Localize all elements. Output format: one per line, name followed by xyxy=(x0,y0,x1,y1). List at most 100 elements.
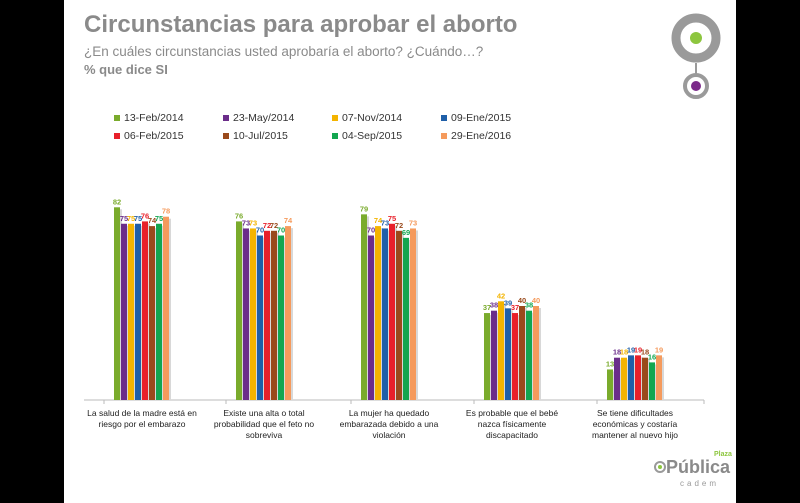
data-label: 73 xyxy=(242,218,250,227)
bar xyxy=(635,355,641,400)
legend-item: 06-Feb/2015 xyxy=(114,130,217,142)
bar xyxy=(382,228,388,400)
bar xyxy=(396,230,402,400)
data-label: 76 xyxy=(235,211,243,220)
data-label: 75 xyxy=(120,214,128,223)
data-label: 38 xyxy=(525,301,533,310)
legend-item: 07-Nov/2014 xyxy=(332,112,435,124)
data-label: 75 xyxy=(388,214,396,223)
data-label: 16 xyxy=(648,352,656,361)
bar xyxy=(533,306,539,400)
category-label-line: riesgo por el embarazo xyxy=(99,419,186,429)
logo-top-text: Plaza xyxy=(714,451,732,458)
data-label: 75 xyxy=(134,214,142,223)
data-label: 18 xyxy=(641,348,649,357)
legend-swatch xyxy=(332,133,338,139)
bar xyxy=(163,216,169,400)
bar xyxy=(498,301,504,400)
legend-swatch xyxy=(223,115,229,121)
bar xyxy=(403,237,409,400)
legend-swatch xyxy=(332,115,338,121)
data-label: 37 xyxy=(511,303,519,312)
legend-label: 09-Ene/2015 xyxy=(451,112,512,124)
data-label: 13 xyxy=(606,359,614,368)
plaza-publica-logo: Plaza Pública cadem xyxy=(654,451,732,488)
category-label-line: embarazada debido a una xyxy=(340,419,439,429)
category-label-line: discapacitado xyxy=(486,430,538,440)
legend-label: 13-Feb/2014 xyxy=(124,112,184,124)
data-label: 73 xyxy=(381,218,389,227)
legend-item: 29-Ene/2016 xyxy=(441,130,544,142)
data-label: 72 xyxy=(270,221,278,230)
category-label: La salud de la madre está en riesgo por e… xyxy=(87,408,197,429)
category-label-line: violación xyxy=(372,430,405,440)
bar xyxy=(257,235,263,400)
bar xyxy=(375,226,381,400)
bar xyxy=(628,355,634,400)
bar xyxy=(250,228,256,400)
data-label: 74 xyxy=(374,216,383,225)
category-label: Existe una alta o total probabilidad que … xyxy=(214,408,314,440)
bar xyxy=(285,226,291,400)
bar xyxy=(389,223,395,400)
data-label: 72 xyxy=(395,221,403,230)
data-label: 79 xyxy=(360,204,368,213)
data-label: 19 xyxy=(627,345,635,354)
bar xyxy=(656,355,662,400)
bar xyxy=(642,357,648,400)
data-label: 19 xyxy=(634,345,642,354)
category-label-line: sobreviva xyxy=(246,430,283,440)
legend-swatch xyxy=(223,133,229,139)
data-label: 70 xyxy=(367,226,375,235)
data-label: 75 xyxy=(127,214,135,223)
bar xyxy=(271,230,277,400)
bar xyxy=(512,313,518,400)
category-label: Se tiene dificultades económicas y costar… xyxy=(592,408,678,440)
bar xyxy=(505,308,511,400)
bar xyxy=(236,221,242,400)
data-label: 40 xyxy=(518,296,526,305)
category-label: Es probable que el bebé nazca físicamente… xyxy=(466,408,558,440)
chart-legend: 13-Feb/2014 23-May/2014 07-Nov/2014 09-Ene/… xyxy=(114,112,544,142)
bar xyxy=(142,221,148,400)
bar xyxy=(278,235,284,400)
legend-swatch xyxy=(114,115,120,121)
page-title: Circunstancias para aprobar el aborto xyxy=(84,11,518,38)
data-label: 19 xyxy=(655,345,663,354)
category-label-line: Es probable que el bebé xyxy=(466,408,558,418)
data-label: 75 xyxy=(155,214,163,223)
category-label-line: Se tiene dificultades xyxy=(597,408,673,418)
data-label: 74 xyxy=(148,216,157,225)
legend-swatch xyxy=(441,133,447,139)
data-label: 78 xyxy=(162,207,170,216)
legend-item: 23-May/2014 xyxy=(223,112,326,124)
page-subtitle: ¿En cuáles circunstancias usted aprobarí… xyxy=(84,44,484,59)
legend-label: 29-Ene/2016 xyxy=(451,130,512,142)
category-label-line: mantener al nuevo hijo xyxy=(592,430,678,440)
category-label-line: Existe una alta o total xyxy=(223,408,304,418)
data-label: 76 xyxy=(141,211,149,220)
bar xyxy=(243,228,249,400)
data-label: 39 xyxy=(504,298,512,307)
bar xyxy=(410,228,416,400)
legend-item: 13-Feb/2014 xyxy=(114,112,217,124)
bar xyxy=(621,357,627,400)
data-label: 73 xyxy=(409,218,417,227)
bar xyxy=(368,235,374,400)
data-label: 73 xyxy=(249,218,257,227)
legend-label: 07-Nov/2014 xyxy=(342,112,403,124)
bar xyxy=(149,226,155,400)
category-label-line: económicas y costaría xyxy=(593,419,678,429)
legend-label: 23-May/2014 xyxy=(233,112,295,124)
category-label-line: probabilidad que el feto no xyxy=(214,419,314,429)
bar xyxy=(484,313,490,400)
bar xyxy=(649,362,655,400)
unit-note: % que dice SI xyxy=(84,62,168,77)
bar xyxy=(121,223,127,400)
category-label: La mujer ha quedado embarazada debido a u… xyxy=(340,408,439,440)
legend-swatch xyxy=(441,115,447,121)
data-label: 70 xyxy=(256,226,264,235)
bar xyxy=(361,214,367,400)
data-label: 72 xyxy=(263,221,271,230)
